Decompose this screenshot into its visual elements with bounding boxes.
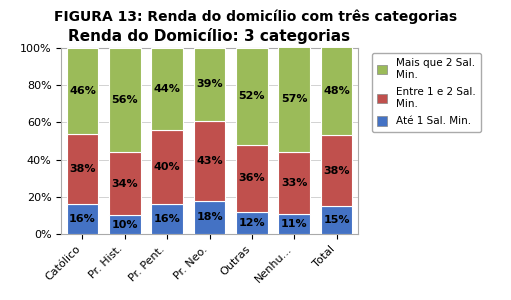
Text: 56%: 56%	[111, 95, 138, 105]
Text: 52%: 52%	[239, 92, 265, 101]
Text: 48%: 48%	[323, 86, 350, 96]
Bar	[236, 145, 268, 212]
Text: 18%: 18%	[196, 212, 223, 222]
Bar	[109, 48, 141, 152]
Bar	[321, 135, 353, 206]
Text: 44%: 44%	[154, 84, 180, 94]
Bar	[278, 152, 310, 214]
Bar	[194, 121, 225, 200]
Text: 57%: 57%	[281, 94, 308, 104]
Text: FIGURA 13: Renda do domicílio com três categorias: FIGURA 13: Renda do domicílio com três c…	[54, 9, 457, 23]
Text: 16%: 16%	[154, 214, 180, 224]
Text: 38%: 38%	[69, 164, 96, 174]
Bar	[109, 215, 141, 234]
Bar	[66, 48, 98, 134]
Bar	[278, 214, 310, 234]
Bar	[151, 130, 183, 204]
Text: 16%: 16%	[69, 214, 96, 224]
Bar	[236, 212, 268, 234]
Bar	[66, 204, 98, 234]
Text: 40%: 40%	[154, 162, 180, 172]
Text: 33%: 33%	[281, 178, 308, 188]
Text: 11%: 11%	[281, 219, 308, 229]
Title: Renda do Domicílio: 3 categorias: Renda do Domicílio: 3 categorias	[68, 28, 351, 44]
Legend: Mais que 2 Sal.
Min., Entre 1 e 2 Sal.
Min., Até 1 Sal. Min.: Mais que 2 Sal. Min., Entre 1 e 2 Sal. M…	[372, 53, 481, 132]
Bar	[194, 48, 225, 121]
Text: 12%: 12%	[239, 218, 265, 228]
Text: 43%: 43%	[196, 155, 223, 166]
Text: 15%: 15%	[323, 215, 350, 225]
Bar	[278, 46, 310, 152]
Text: 10%: 10%	[111, 220, 138, 230]
Bar	[151, 48, 183, 130]
Text: 34%: 34%	[111, 179, 138, 189]
Bar	[321, 206, 353, 234]
Text: 39%: 39%	[196, 79, 223, 89]
Text: 36%: 36%	[239, 173, 265, 183]
Bar	[151, 204, 183, 234]
Text: 38%: 38%	[323, 166, 350, 176]
Bar	[66, 134, 98, 204]
Bar	[194, 200, 225, 234]
Bar	[109, 152, 141, 215]
Text: 46%: 46%	[69, 86, 96, 96]
Bar	[236, 48, 268, 145]
Bar	[321, 46, 353, 135]
